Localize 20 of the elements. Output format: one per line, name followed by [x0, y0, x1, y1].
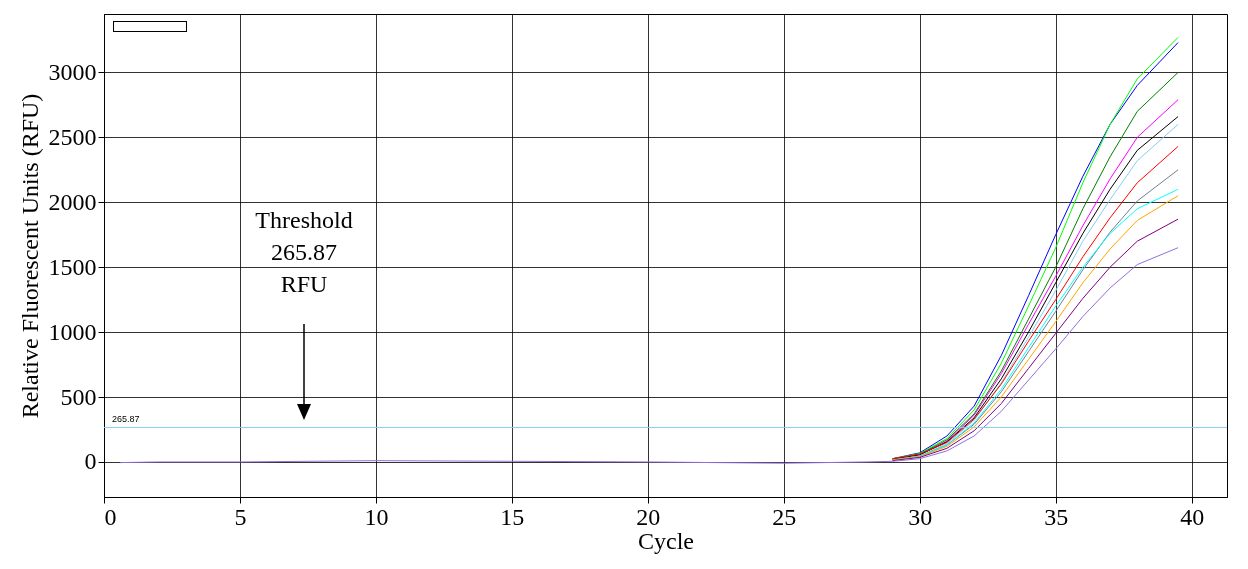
- x-tick-label: 30: [908, 503, 933, 530]
- x-tick-label: 5: [234, 503, 247, 530]
- ref-line-label: 265.87: [112, 414, 140, 425]
- x-axis-title: Cycle: [638, 527, 694, 554]
- y-tick-label: 500: [60, 383, 97, 410]
- y-axis-title: Relative Fluorescent Units (RFU): [16, 93, 43, 419]
- x-tick-label: 0: [104, 503, 117, 530]
- x-tick-label: 35: [1044, 503, 1069, 530]
- y-tick-label: 3000: [48, 58, 97, 85]
- y-tick-label: 0: [84, 448, 97, 475]
- x-tick-label: 20: [636, 503, 661, 530]
- annotation: Threshold 265.87 RFU: [255, 207, 353, 297]
- x-tick-label: 10: [364, 503, 389, 530]
- y-tick-label: 1500: [48, 253, 97, 280]
- y-tick-label: 2500: [48, 123, 97, 150]
- y-tick-label: 1000: [48, 318, 97, 345]
- x-tick-label: 15: [500, 503, 525, 530]
- x-tick-label: 25: [772, 503, 797, 530]
- x-tick-label: 40: [1180, 503, 1205, 530]
- y-tick-label: 2000: [48, 188, 97, 215]
